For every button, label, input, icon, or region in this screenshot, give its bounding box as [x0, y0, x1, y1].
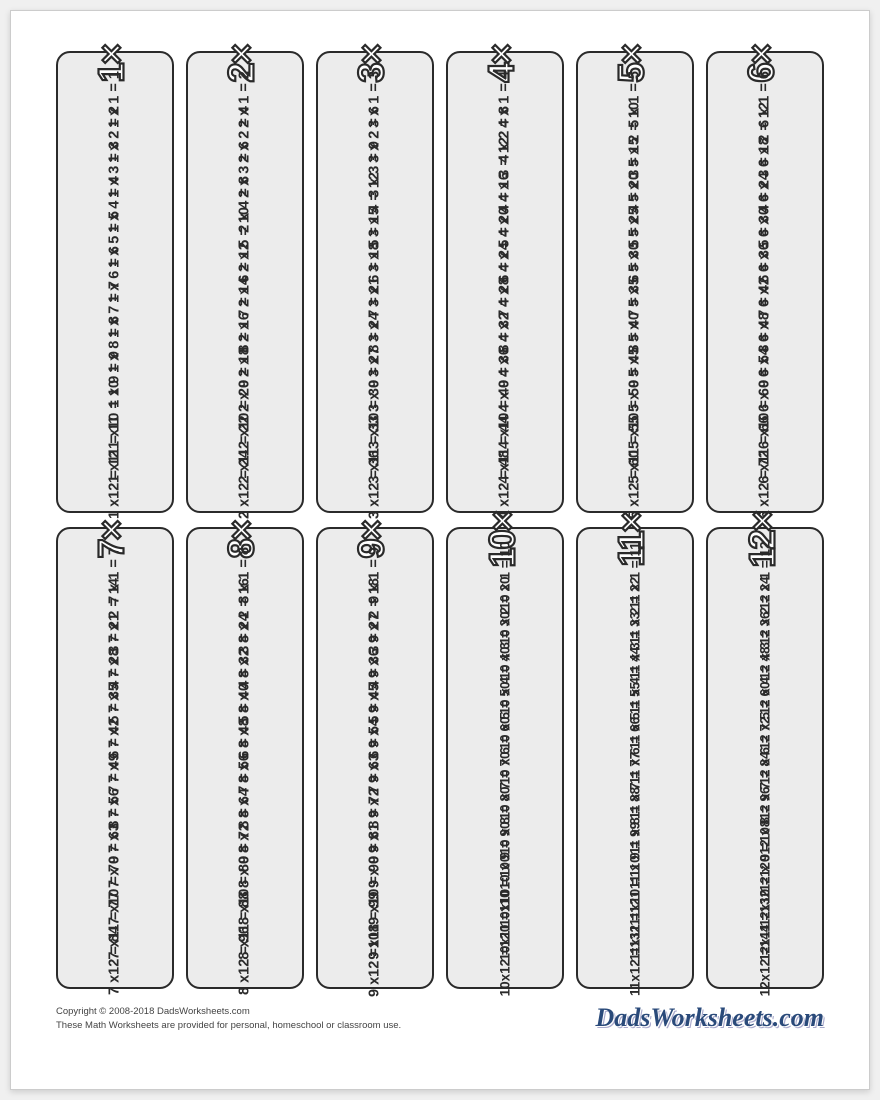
times-table-card-5: 5×5 x 1 = 55 x 2 = 105 x 3 = 155 x 4 = 2…	[576, 51, 694, 513]
equations-list: 8 x 1 = 88 x 2 = 168 x 3 = 248 x 4 = 328…	[194, 559, 296, 977]
times-table-card-7: 7×7 x 1 = 77 x 2 = 147 x 3 = 217 x 4 = 2…	[56, 527, 174, 989]
equation-row: 7 x12 = 84	[99, 910, 132, 1012]
equation-row: 3 x12 = 36	[359, 434, 392, 536]
times-table-card-1: 1×1 x 1 = 11 x 2 = 21 x 3 = 31 x 4 = 41 …	[56, 51, 174, 513]
equations-list: 4 x 1 = 44 x 2 = 84 x 3 = 124 x 4 = 164 …	[454, 83, 556, 501]
equations-list: 6 x 1 = 66 x 2 = 126 x 3 = 186 x 4 = 246…	[714, 83, 816, 501]
times-table-card-2: 2×2 x 1 = 22 x 2 = 42 x 3 = 62 x 4 = 82 …	[186, 51, 304, 513]
times-table-card-12: 12×12 x 1 = 1212 x 2 = 2412 x 3 = 3612 x…	[706, 527, 824, 989]
equations-list: 1 x 1 = 11 x 2 = 21 x 3 = 31 x 4 = 41 x …	[64, 83, 166, 501]
equations-list: 9 x 1 = 99 x 2 = 189 x 3 = 279 x 4 = 369…	[324, 559, 426, 977]
equations-list: 2 x 1 = 22 x 2 = 42 x 3 = 62 x 4 = 82 x …	[194, 83, 296, 501]
notice-text: These Math Worksheets are provided for p…	[56, 1019, 401, 1033]
equations-list: 10 x 1 = 1010 x 2 = 2010 x 3 = 3010 x 4 …	[454, 559, 556, 977]
equation-row: 9 x12 =108	[359, 910, 392, 1012]
equation-row: 1 x12 = 12	[99, 434, 132, 536]
equations-list: 11 x 1 = 1111 x 2 = 2211 x 3 = 3311 x 4 …	[584, 559, 686, 977]
worksheet-page: 1×1 x 1 = 11 x 2 = 21 x 3 = 31 x 4 = 41 …	[10, 10, 870, 1090]
equation-row: 10x12 =120	[489, 910, 522, 1012]
times-table-card-3: 3×3 x 1 = 33 x 2 = 63 x 3 = 93 x 4 = 123…	[316, 51, 434, 513]
times-table-card-11: 11×11 x 1 = 1111 x 2 = 2211 x 3 = 3311 x…	[576, 527, 694, 989]
times-table-card-4: 4×4 x 1 = 44 x 2 = 84 x 3 = 124 x 4 = 16…	[446, 51, 564, 513]
equation-row: 11x12 =132	[619, 910, 652, 1012]
equation-row: 12x12 =144	[749, 910, 782, 1012]
equations-list: 3 x 1 = 33 x 2 = 63 x 3 = 93 x 4 = 123 x…	[324, 83, 426, 501]
page-footer: Copyright © 2008-2018 DadsWorksheets.com…	[56, 1003, 824, 1033]
tables-grid: 1×1 x 1 = 11 x 2 = 21 x 3 = 31 x 4 = 41 …	[56, 51, 824, 981]
times-table-card-10: 10×10 x 1 = 1010 x 2 = 2010 x 3 = 3010 x…	[446, 527, 564, 989]
times-table-card-8: 8×8 x 1 = 88 x 2 = 168 x 3 = 248 x 4 = 3…	[186, 527, 304, 989]
equations-list: 7 x 1 = 77 x 2 = 147 x 3 = 217 x 4 = 287…	[64, 559, 166, 977]
equations-list: 12 x 1 = 1212 x 2 = 2412 x 3 = 3612 x 4 …	[714, 559, 816, 977]
times-table-card-9: 9×9 x 1 = 99 x 2 = 189 x 3 = 279 x 4 = 3…	[316, 527, 434, 989]
equation-row: 2 x12 = 24	[229, 434, 262, 536]
equations-list: 5 x 1 = 55 x 2 = 105 x 3 = 155 x 4 = 205…	[584, 83, 686, 501]
equation-row: 8 x12 = 96	[229, 910, 262, 1012]
times-table-card-6: 6×6 x 1 = 66 x 2 = 126 x 3 = 186 x 4 = 2…	[706, 51, 824, 513]
